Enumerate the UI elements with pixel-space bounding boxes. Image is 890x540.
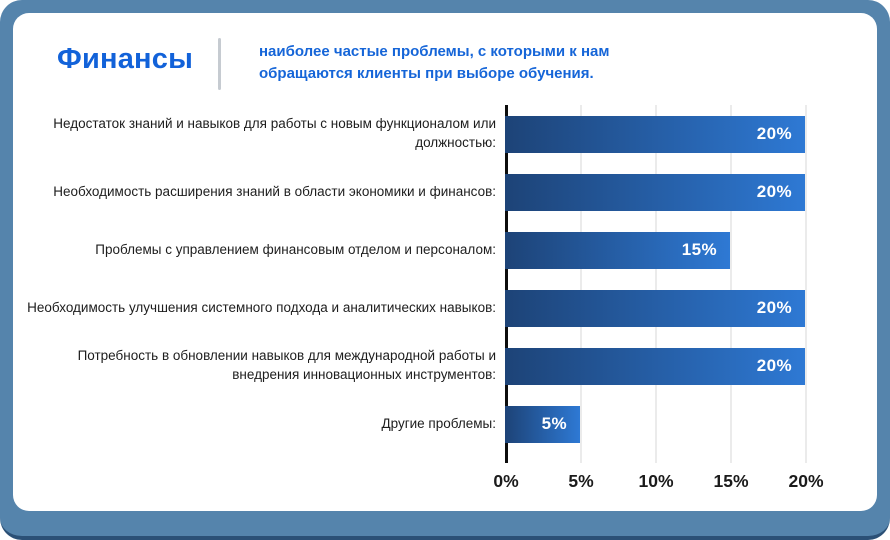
x-tick-label: 0% xyxy=(493,471,519,491)
chart-row: Необходимость расширения знаний в област… xyxy=(13,163,877,221)
x-tick-label: 20% xyxy=(788,471,824,491)
bar-value-label: 20% xyxy=(756,298,792,317)
bar-area: 20% xyxy=(505,173,877,211)
bar-value-label: 20% xyxy=(756,356,792,375)
bar-area: 5% xyxy=(505,405,877,443)
category-label: Проблемы с управлением финансовым отдело… xyxy=(95,241,496,257)
category-label: Необходимость улучшения системного подхо… xyxy=(27,299,496,315)
x-tick-label: 5% xyxy=(568,471,594,491)
bar: 5% xyxy=(505,405,580,443)
category-label: Недостаток знаний и навыков для работы с… xyxy=(53,116,496,150)
category-label: Другие проблемы: xyxy=(381,415,496,431)
bar-value-label: 20% xyxy=(756,124,792,143)
category-label: Потребность в обновлении навыков для меж… xyxy=(77,348,496,382)
chart-row: Проблемы с управлением финансовым отдело… xyxy=(13,221,877,279)
page-title: Финансы xyxy=(57,43,194,75)
bar-area: 20% xyxy=(505,289,877,327)
chart-row: Недостаток знаний и навыков для работы с… xyxy=(13,105,877,163)
chart-rows: Недостаток знаний и навыков для работы с… xyxy=(13,105,877,453)
content-card: Финансы наиболее частые проблемы, с кото… xyxy=(13,13,877,511)
chart-row: Другие проблемы: 5% xyxy=(13,395,877,453)
chart-row: Необходимость улучшения системного подхо… xyxy=(13,279,877,337)
header-divider xyxy=(218,38,221,90)
x-tick-label: 10% xyxy=(638,471,674,491)
bar-value-label: 15% xyxy=(681,240,717,259)
x-tick-label: 15% xyxy=(713,471,749,491)
bar: 20% xyxy=(505,347,805,385)
x-axis-ticks: 0% 5% 10% 15% 20% xyxy=(493,471,823,497)
bar-area: 15% xyxy=(505,231,877,269)
bar-value-label: 5% xyxy=(541,414,567,433)
chart-row: Потребность в обновлении навыков для меж… xyxy=(13,337,877,395)
bar-area: 20% xyxy=(505,115,877,153)
bar-area: 20% xyxy=(505,347,877,385)
bar-chart: Недостаток знаний и навыков для работы с… xyxy=(13,105,877,511)
bar: 15% xyxy=(505,231,730,269)
bar: 20% xyxy=(505,173,805,211)
category-label: Необходимость расширения знаний в област… xyxy=(53,183,496,199)
bar: 20% xyxy=(505,115,805,153)
page-subtitle: наиболее частые проблемы, с которыми к н… xyxy=(259,43,610,82)
header: Финансы наиболее частые проблемы, с кото… xyxy=(13,13,877,108)
bar: 20% xyxy=(505,289,805,327)
bar-value-label: 20% xyxy=(756,182,792,201)
